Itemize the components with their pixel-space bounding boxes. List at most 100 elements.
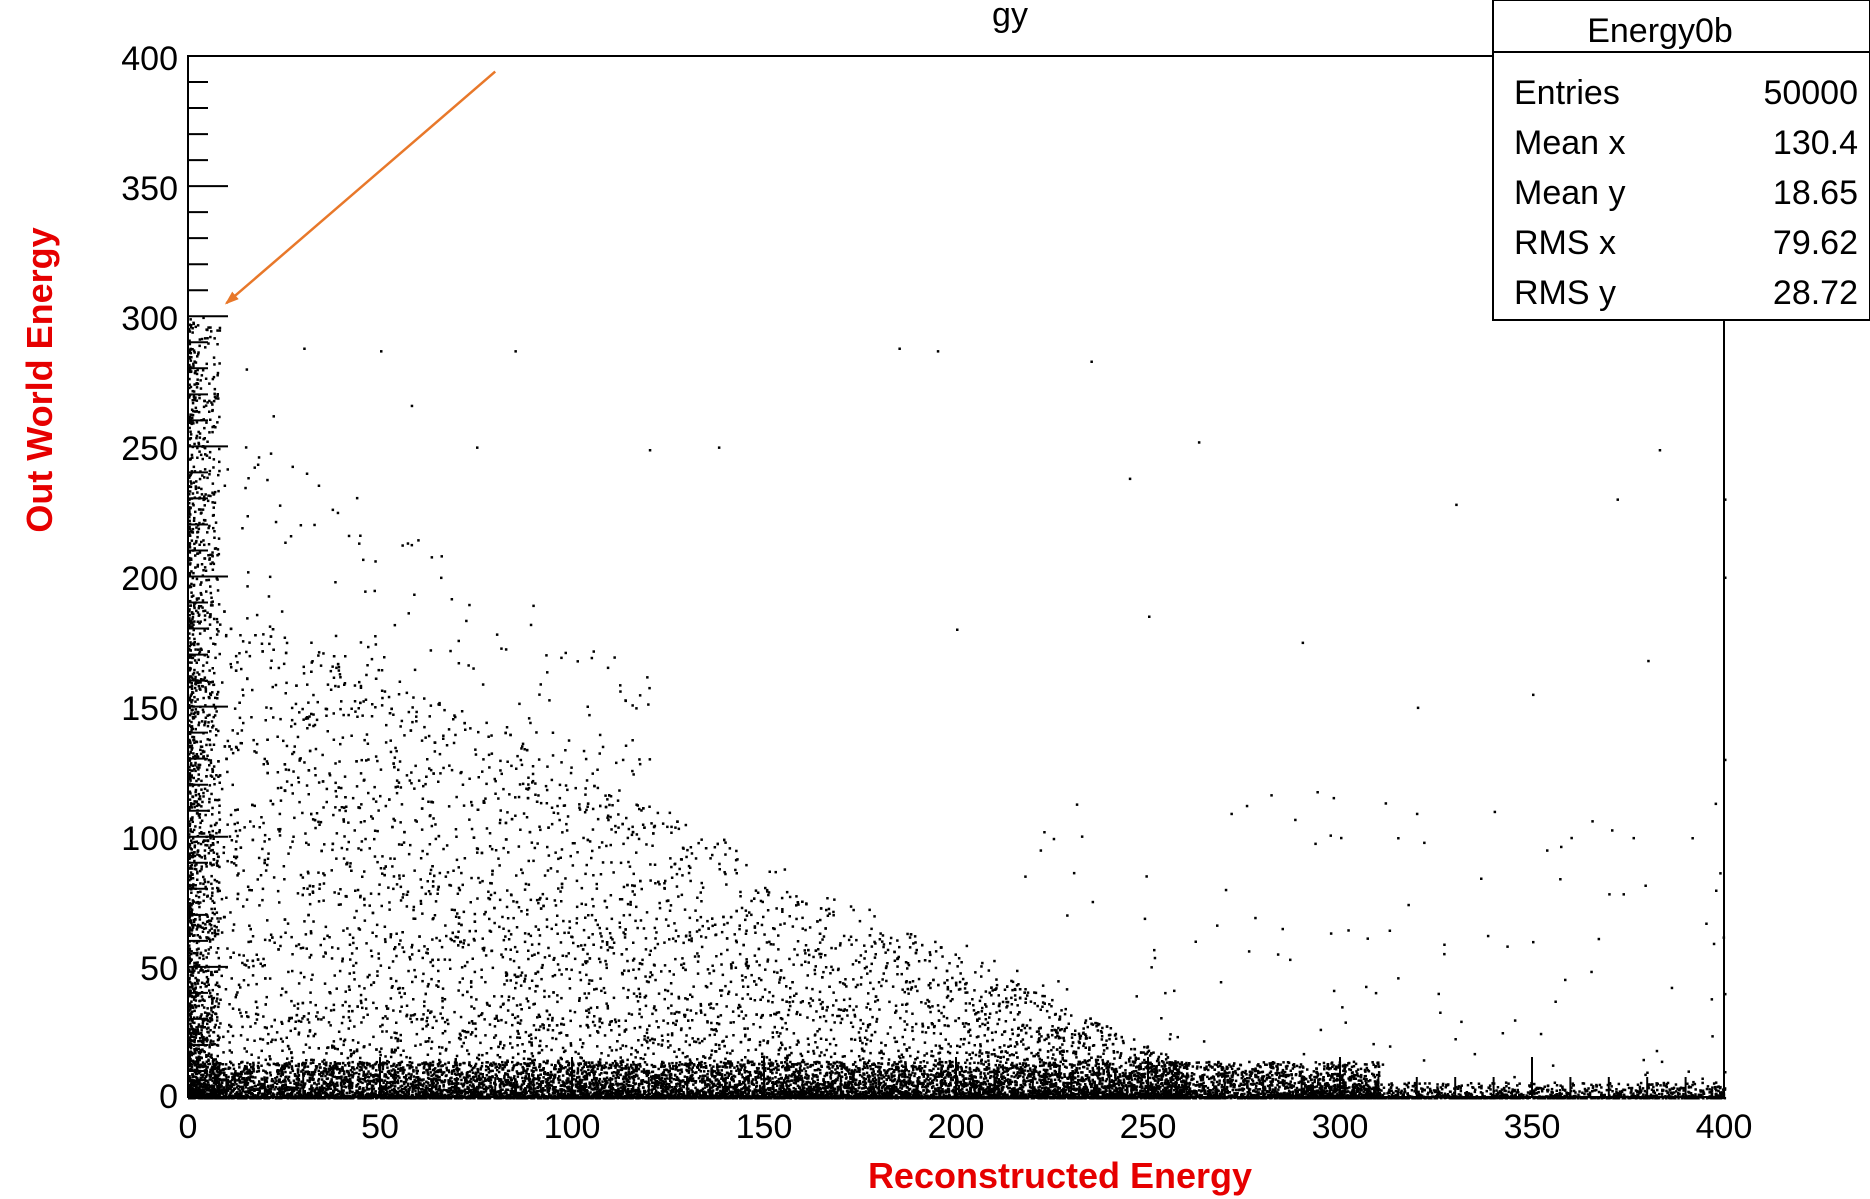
data-point — [319, 1066, 322, 1069]
data-point — [848, 1068, 851, 1071]
data-point — [1049, 1085, 1052, 1089]
data-point — [252, 1081, 256, 1084]
data-point — [392, 1068, 395, 1071]
data-point — [1312, 1070, 1316, 1073]
data-point — [311, 1071, 314, 1074]
data-point — [669, 1093, 673, 1097]
data-point — [804, 1083, 807, 1086]
data-point — [923, 1085, 927, 1089]
data-point — [347, 1064, 351, 1067]
data-point — [1084, 1083, 1087, 1086]
data-point — [773, 1093, 776, 1096]
data-point — [1080, 1079, 1083, 1083]
data-point — [690, 1061, 693, 1065]
data-point — [1132, 1064, 1135, 1067]
data-point — [390, 1080, 394, 1084]
data-point — [865, 1071, 869, 1075]
data-point — [323, 1086, 326, 1090]
data-point — [858, 1070, 861, 1074]
data-point — [1209, 1089, 1213, 1092]
data-point — [1345, 1064, 1349, 1067]
data-point — [1157, 1063, 1161, 1066]
data-point — [460, 1071, 463, 1074]
data-point — [1058, 1086, 1062, 1090]
data-point — [1141, 1061, 1144, 1064]
data-point — [556, 1077, 560, 1080]
data-point — [231, 1077, 234, 1080]
data-point — [816, 1060, 819, 1064]
data-point — [549, 1080, 552, 1083]
data-point — [1268, 1093, 1271, 1097]
data-point — [818, 1068, 822, 1072]
data-point — [320, 1090, 323, 1093]
data-point — [973, 1075, 976, 1078]
data-point — [226, 1079, 230, 1083]
data-point — [252, 1061, 255, 1065]
data-point — [1190, 1077, 1194, 1081]
data-point — [1029, 1069, 1032, 1072]
data-point — [1347, 1090, 1350, 1093]
data-point — [226, 1081, 230, 1085]
data-point — [325, 1087, 328, 1090]
data-point — [1073, 1064, 1076, 1067]
data-point — [1282, 1074, 1285, 1078]
data-point — [665, 1085, 669, 1088]
data-point — [1334, 1079, 1338, 1082]
data-point — [789, 1060, 792, 1064]
data-point — [1337, 1066, 1340, 1069]
data-point — [781, 1081, 784, 1085]
data-point — [868, 1075, 872, 1078]
data-point — [910, 1083, 914, 1086]
data-point — [306, 1065, 310, 1068]
data-point — [806, 1062, 809, 1066]
data-point — [328, 1084, 332, 1087]
data-point — [1306, 1068, 1309, 1071]
data-point — [890, 1072, 893, 1075]
data-point — [698, 1068, 701, 1071]
data-point — [793, 1074, 797, 1077]
data-point — [1318, 1082, 1322, 1085]
data-point — [1223, 1069, 1226, 1073]
data-point — [242, 1069, 246, 1072]
data-point — [325, 1084, 328, 1087]
data-point — [204, 1075, 208, 1078]
data-point — [648, 449, 652, 452]
data-point — [1192, 1073, 1196, 1076]
data-point — [1135, 1093, 1138, 1096]
data-point — [676, 1077, 680, 1080]
data-point — [431, 1073, 435, 1077]
data-point — [1210, 1080, 1213, 1084]
data-point — [1284, 1093, 1287, 1096]
data-point — [913, 1074, 916, 1078]
data-point — [1298, 1065, 1302, 1069]
data-point — [956, 1087, 960, 1091]
data-point — [915, 1087, 918, 1090]
data-point — [1174, 1087, 1178, 1091]
data-point — [903, 1078, 906, 1082]
data-point — [524, 1075, 527, 1078]
data-point — [845, 1066, 849, 1069]
data-point — [1016, 1066, 1019, 1070]
data-point — [428, 1064, 432, 1068]
data-point — [716, 1063, 719, 1066]
data-point — [387, 1061, 390, 1064]
data-point — [705, 1066, 708, 1069]
data-point — [1229, 1084, 1232, 1088]
data-point — [654, 1079, 657, 1083]
data-point — [1357, 1079, 1360, 1082]
data-point — [724, 1062, 727, 1065]
data-point — [502, 1092, 506, 1095]
data-point — [1063, 1075, 1066, 1078]
data-point — [403, 1082, 406, 1086]
data-point — [1343, 1072, 1346, 1076]
data-point — [1182, 1087, 1185, 1090]
data-point — [1257, 1091, 1260, 1094]
data-point — [396, 1081, 400, 1085]
data-point — [364, 1095, 368, 1098]
data-point — [1133, 1086, 1136, 1089]
data-point — [957, 1093, 960, 1096]
data-point — [604, 1077, 607, 1081]
data-point — [639, 1082, 642, 1086]
data-point — [440, 1073, 444, 1076]
data-point — [1010, 1075, 1013, 1078]
